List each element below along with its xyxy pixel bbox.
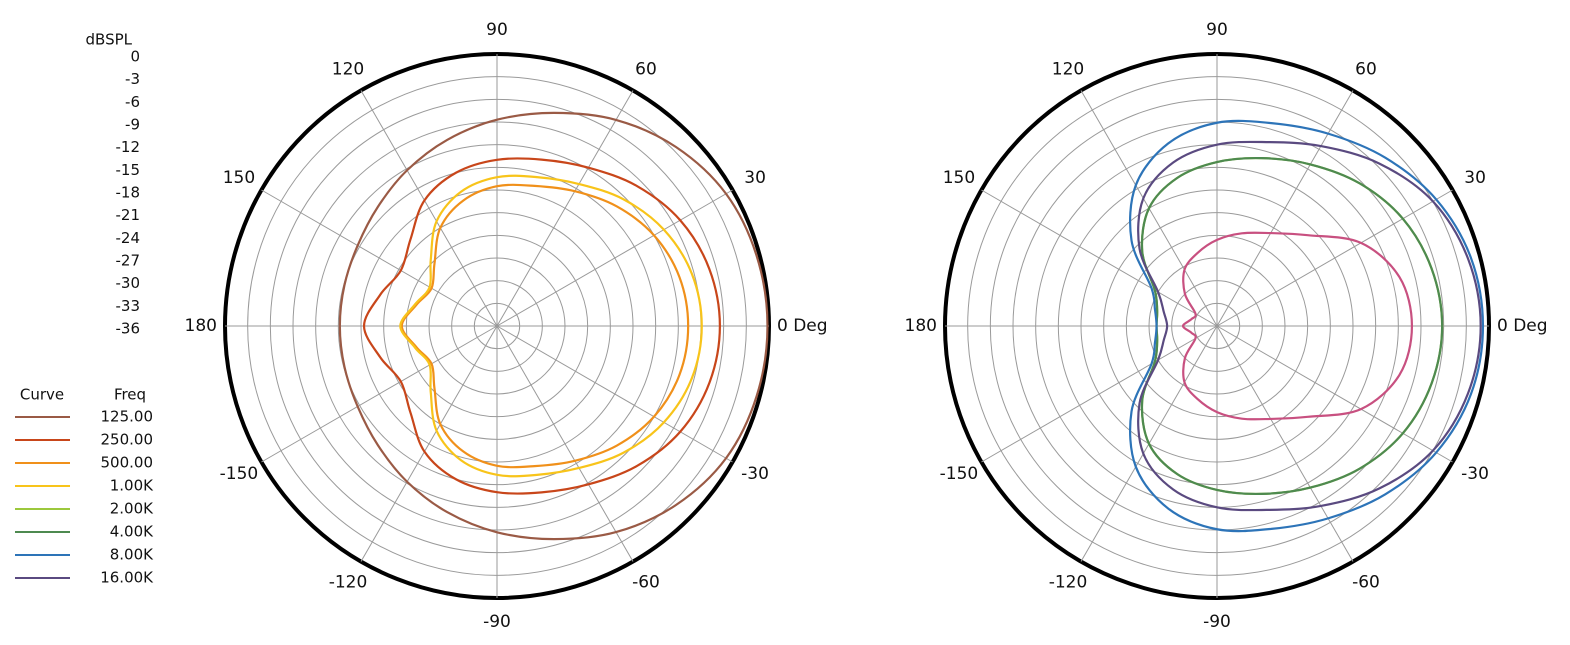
theta-tick-label: 60 xyxy=(635,60,657,80)
legend-header: Curve xyxy=(20,386,64,404)
grid-spoke xyxy=(496,325,733,463)
polar-curve xyxy=(1137,140,1482,512)
polar-curve xyxy=(399,174,703,478)
theta-tick-label: 90 xyxy=(486,20,508,40)
grid-spoke xyxy=(1216,325,1354,562)
grid-spoke xyxy=(496,325,634,562)
grid-spoke xyxy=(1216,189,1453,327)
theta-tick-label: 30 xyxy=(1464,168,1486,188)
theta-tick-label: 150 xyxy=(223,168,255,188)
legend-label: 125.00 xyxy=(101,408,154,426)
legend-label: 500.00 xyxy=(101,454,154,472)
theta-tick-label: -150 xyxy=(220,464,259,484)
theta-tick-label: -90 xyxy=(483,612,511,632)
polar-curve xyxy=(1181,231,1414,421)
grid-spoke xyxy=(360,325,498,562)
grid-spoke xyxy=(261,189,498,327)
theta-tick-label: -90 xyxy=(1203,612,1231,632)
r-axis-label: dBSPL xyxy=(86,31,133,49)
r-tick-label: -36 xyxy=(116,320,141,338)
r-tick-label: -12 xyxy=(116,138,141,156)
grid-spoke xyxy=(981,325,1218,463)
grid-spoke xyxy=(360,90,498,327)
theta-tick-label: -150 xyxy=(940,464,979,484)
theta-tick-label: 0 Deg xyxy=(777,316,828,336)
legend-label: 8.00K xyxy=(110,546,154,564)
polar-curve xyxy=(1129,119,1485,533)
r-tick-label: -15 xyxy=(116,161,141,179)
theta-tick-label: -120 xyxy=(329,572,368,592)
theta-tick-label: -60 xyxy=(632,572,660,592)
polar-curve xyxy=(362,157,721,495)
theta-tick-label: 180 xyxy=(905,316,937,336)
theta-tick-label: 120 xyxy=(332,60,364,80)
theta-tick-label: 60 xyxy=(1355,60,1377,80)
polar-curve xyxy=(400,183,690,469)
r-tick-label: -24 xyxy=(116,229,141,247)
theta-tick-label: -30 xyxy=(1461,464,1489,484)
r-tick-label: 0 xyxy=(130,48,140,66)
legend-label: 250.00 xyxy=(101,431,154,449)
theta-tick-label: 90 xyxy=(1206,20,1228,40)
legend-label: 16.00K xyxy=(100,569,154,587)
polar-curve xyxy=(338,111,769,541)
grid-spoke xyxy=(1216,325,1453,463)
r-tick-label: -33 xyxy=(116,297,141,315)
r-tick-label: -30 xyxy=(116,274,141,292)
theta-tick-label: -60 xyxy=(1352,572,1380,592)
r-tick-label: -3 xyxy=(125,70,140,88)
theta-tick-label: 180 xyxy=(185,316,217,336)
grid-spoke xyxy=(981,189,1218,327)
r-tick-label: -9 xyxy=(125,116,140,134)
theta-tick-label: 30 xyxy=(744,168,766,188)
grid-spoke xyxy=(261,325,498,463)
r-tick-label: -27 xyxy=(116,252,141,270)
legend-label: 2.00K xyxy=(110,500,154,518)
grid-spoke xyxy=(496,90,634,327)
legend-label: 4.00K xyxy=(110,523,154,541)
legend-header: Freq xyxy=(114,386,146,404)
r-tick-label: -18 xyxy=(116,184,141,202)
theta-tick-label: 120 xyxy=(1052,60,1084,80)
r-tick-label: -21 xyxy=(116,206,141,224)
theta-tick-label: -120 xyxy=(1049,572,1088,592)
grid-spoke xyxy=(1216,90,1354,327)
r-tick-label: -6 xyxy=(125,93,140,111)
legend-label: 1.00K xyxy=(110,477,154,495)
grid-spoke xyxy=(496,189,733,327)
theta-tick-label: 150 xyxy=(943,168,975,188)
theta-tick-label: 0 Deg xyxy=(1497,316,1548,336)
theta-tick-label: -30 xyxy=(741,464,769,484)
